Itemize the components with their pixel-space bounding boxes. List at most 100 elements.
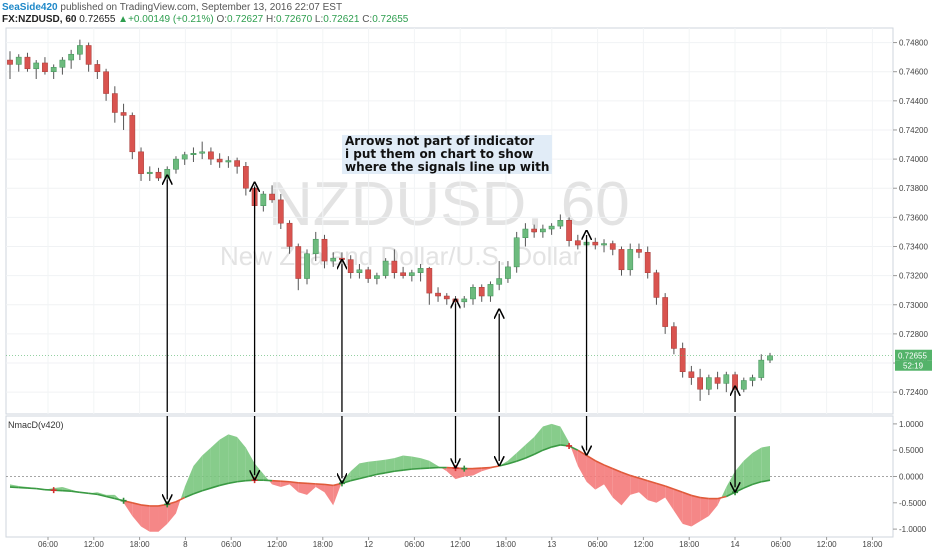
candle-body (487, 284, 494, 297)
signal-line (97, 493, 107, 498)
signal-line (472, 467, 482, 470)
indicator-area (721, 487, 727, 498)
indicator-tick-label: -0.5000 (899, 499, 927, 508)
signal-line (79, 491, 89, 495)
candle-body (68, 53, 75, 61)
indicator-area (403, 455, 412, 471)
timer-badge (895, 360, 932, 371)
signal-line (18, 486, 28, 489)
signal-line (228, 480, 238, 485)
indicator-area (254, 463, 264, 481)
author-name[interactable]: SeaSide420 (2, 2, 58, 13)
indicator-area (132, 502, 142, 527)
signal-line (88, 492, 98, 496)
signal-marker (566, 442, 573, 449)
indicator-area (123, 500, 133, 516)
watermark-symbol: NZDUSD, 60 (268, 170, 630, 239)
candle-body (618, 249, 625, 271)
indicator-area (534, 426, 543, 455)
indicator-area (446, 467, 456, 480)
time-tick-label: 12:00 (450, 540, 471, 549)
candle-body (758, 359, 765, 378)
indicator-area (525, 437, 535, 459)
annotation-line: Arrows not part of indicator (345, 134, 535, 148)
signal-marker (50, 487, 57, 494)
candle-body (382, 260, 389, 276)
signal-line (612, 467, 622, 474)
indicator-area (272, 480, 281, 488)
indicator-area (359, 461, 369, 479)
candle-body (24, 56, 31, 70)
up-triangle-icon: ▲ (118, 14, 129, 25)
indicator-area (298, 482, 308, 495)
publish-header: SeaSide420 published on TradingView.com,… (2, 2, 342, 14)
candle-body (749, 377, 756, 381)
indicator-area (612, 468, 622, 506)
signal-line (647, 479, 657, 485)
candle-body (15, 56, 22, 65)
indicator-area (202, 447, 211, 491)
indicator-tick-label: -1.0000 (899, 525, 927, 534)
signal-line (315, 483, 325, 486)
annotation-note: Arrows not part of indicator i put them … (342, 134, 553, 174)
indicator-area (280, 481, 290, 488)
candle-body (321, 238, 328, 262)
signal-line (429, 466, 439, 469)
candle-body (286, 222, 293, 247)
signal-line (533, 449, 544, 456)
signal-line (507, 460, 517, 465)
time-tick-label: 18:00 (862, 540, 883, 549)
candle-body (7, 59, 13, 65)
candle-body (435, 292, 441, 297)
candle-body (627, 249, 634, 271)
timer-badge-label: 52:19 (903, 362, 924, 371)
indicator-area (542, 423, 552, 451)
indicator-area (385, 458, 395, 473)
candle-body (705, 377, 712, 390)
price-tick-label: 0.74800 (899, 39, 928, 48)
signal-line (376, 472, 386, 476)
price-tick-label: 0.73800 (899, 184, 928, 193)
signal-line (140, 504, 150, 507)
signal-line (752, 480, 762, 486)
signal-line (27, 487, 37, 490)
candle-body (653, 272, 660, 298)
candle-body (155, 171, 162, 179)
price-tick-label: 0.74000 (899, 155, 928, 164)
indicator-area (210, 439, 220, 489)
candle-body (312, 238, 319, 255)
indicator-area (237, 437, 246, 482)
indicator-area (604, 464, 613, 498)
price-panel-frame (5, 27, 894, 415)
signal-line (638, 477, 648, 482)
signal-line (184, 493, 194, 499)
candle-body (574, 240, 581, 246)
indicator-area (219, 434, 229, 486)
signal-line (306, 482, 316, 485)
time-tick-label: 06:00 (771, 540, 792, 549)
signal-marker (461, 465, 468, 472)
candle-body (138, 151, 144, 174)
indicator-area (691, 495, 701, 527)
time-tick-label: 18:00 (130, 540, 151, 549)
candle-body (601, 243, 607, 246)
indicator-area (743, 452, 753, 489)
candle-body (103, 71, 109, 94)
signal-line (367, 473, 378, 478)
price-tick-label: 0.72400 (899, 388, 928, 397)
signal-arrows (167, 180, 735, 500)
candle-body (732, 374, 738, 390)
price-tick-label: 0.73200 (899, 272, 928, 281)
signal-line (411, 467, 421, 470)
time-tick-label: 18:00 (679, 540, 700, 549)
candle-body (470, 287, 476, 300)
indicator-area (376, 459, 386, 475)
candle-body (426, 268, 433, 294)
candle-body (330, 257, 337, 262)
signal-line (673, 488, 683, 494)
signal-line (664, 485, 675, 490)
close-value: 0.72655 (372, 14, 409, 25)
indicator-area (350, 463, 360, 481)
candle-body (609, 243, 616, 250)
candle-body (173, 158, 179, 170)
